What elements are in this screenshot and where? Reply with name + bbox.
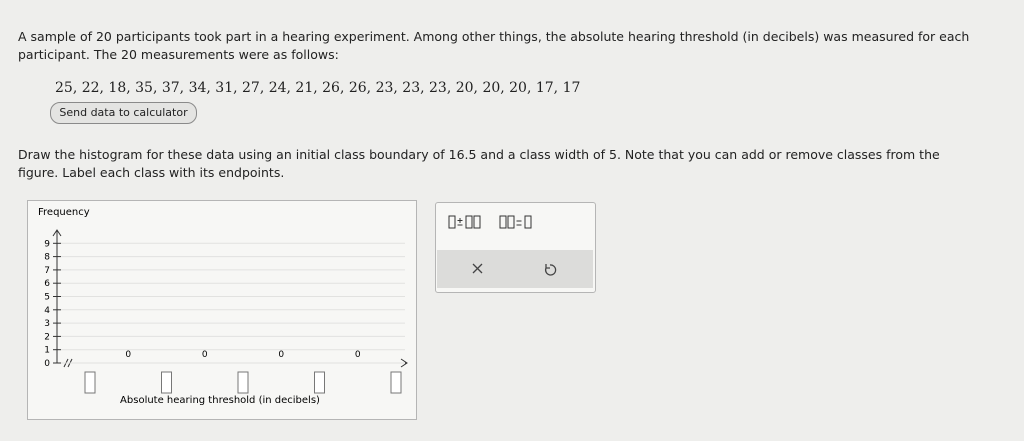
undo-icon[interactable] [544,264,557,276]
frequency-label: 0 [278,350,284,360]
y-tick-label: 9 [44,239,50,249]
clear-icon[interactable] [472,263,483,274]
class-endpoint-input[interactable] [161,371,172,394]
intro-text: A sample of 20 participants took part in… [18,29,970,62]
y-axis-label: Frequency [38,207,90,218]
y-tick-label: 6 [44,279,50,289]
y-tick-label: 5 [44,293,50,303]
y-tick-label: 7 [44,266,50,276]
measurements: 25, 22, 18, 35, 37, 34, 31, 27, 24, 21, … [55,80,581,96]
y-tick-label: 8 [44,253,50,263]
action-bar [437,250,593,288]
y-tick-label: 3 [44,319,50,329]
frequency-label: 0 [355,350,361,360]
toolbar-panel [435,202,596,293]
frequency-label: 0 [202,350,208,360]
instructions: Draw the histogram for these data using … [18,147,940,180]
y-tick-label: 1 [44,346,50,356]
frequency-label: 0 [125,350,131,360]
class-endpoint-input[interactable] [390,371,402,394]
y-tick-label: 2 [44,332,50,342]
class-endpoint-input[interactable] [237,371,249,394]
send-data-button[interactable]: Send data to calculator [50,102,197,124]
y-tick-label: 0 [44,359,50,369]
y-tick-label: 4 [44,306,50,316]
class-endpoint-input[interactable] [314,371,325,394]
remove-class-icon[interactable] [499,215,532,229]
class-endpoint-input[interactable] [84,371,96,394]
add-class-icon[interactable] [448,215,481,229]
x-axis-label: Absolute hearing threshold (in decibels) [120,395,320,406]
toolbar [437,215,593,288]
